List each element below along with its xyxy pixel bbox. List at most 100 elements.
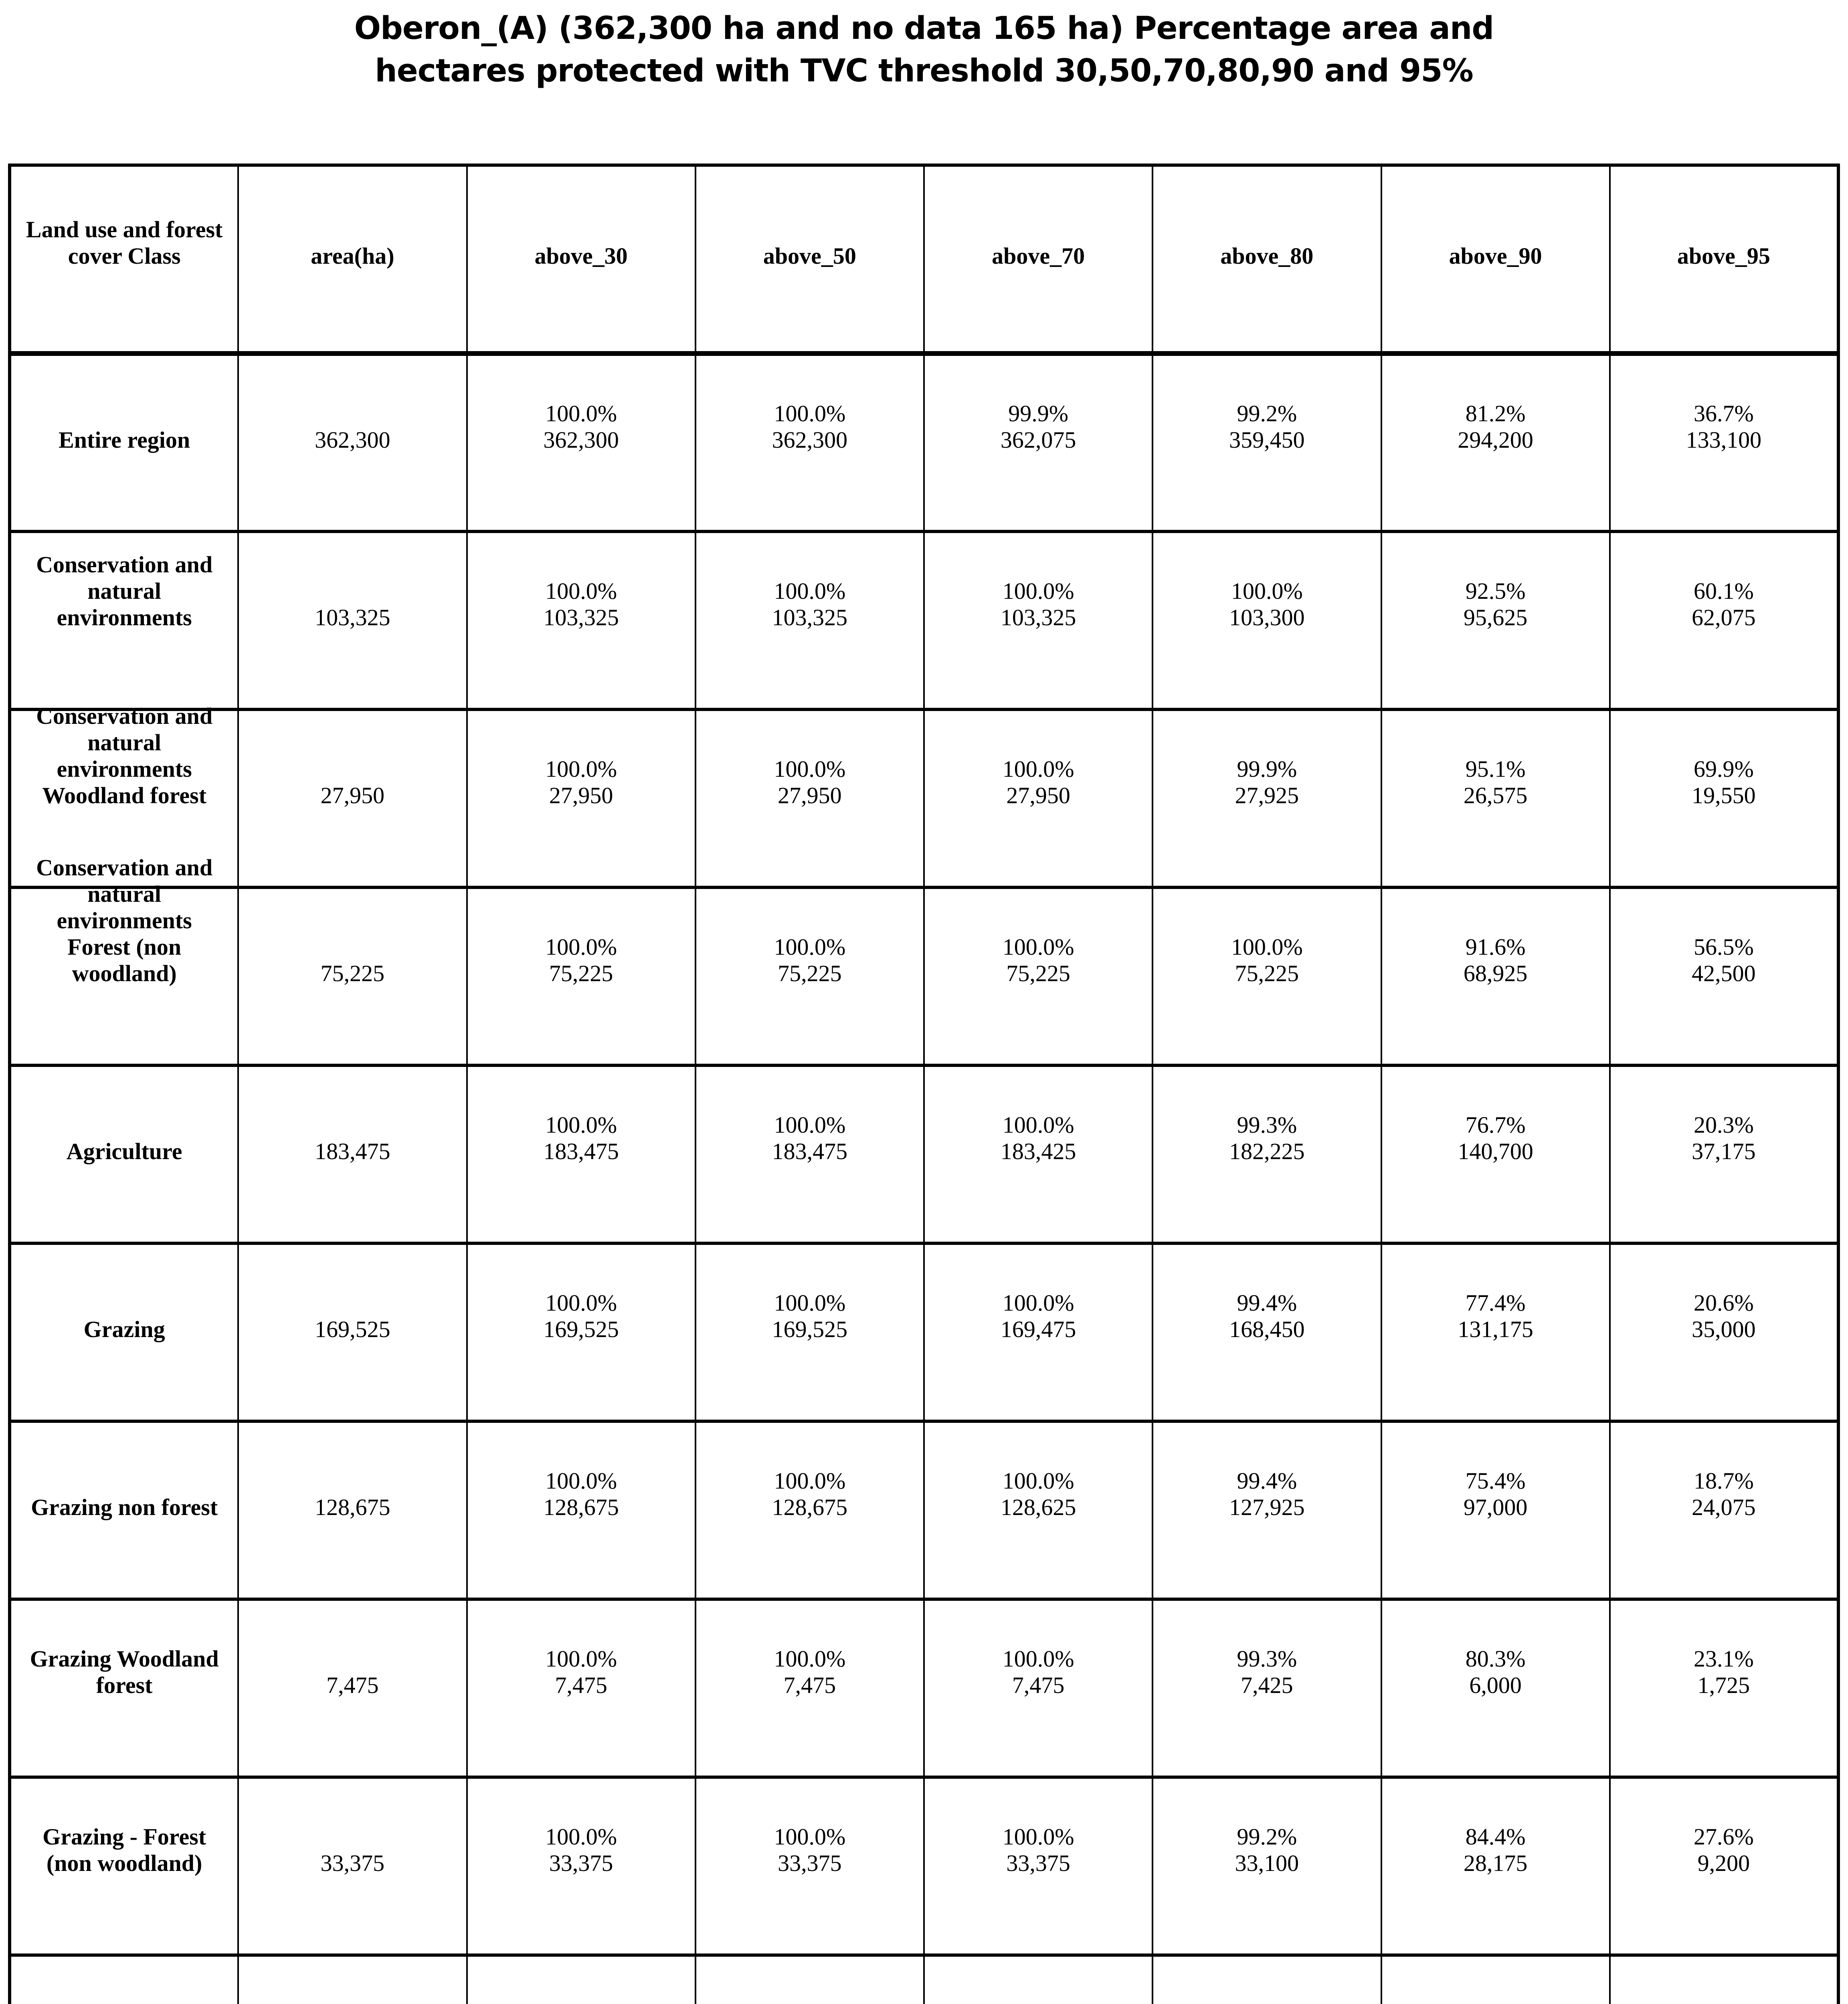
hectares-value: 7,425 [1241,1672,1293,1698]
hectares-value: 42,500 [1692,960,1756,986]
percent-value: 100.0% [774,1112,846,1138]
area-value: 75,225 [320,960,385,986]
hectares-value: 27,950 [1006,782,1070,808]
threshold-cell: 99.3% 7,425 [1152,1598,1382,1779]
percent-value: 92.5% [1465,578,1526,604]
hectares-value: 97,000 [1463,1494,1528,1520]
threshold-cell: 100.0% 169,525 [466,1242,696,1423]
threshold-cell: 18.7% 24,075 [1609,1420,1840,1601]
threshold-cell: 98.9%13,750 [1152,1953,1382,2004]
row-label-cell: Cropping [8,1953,239,2004]
percent-value: 99.9% [1008,400,1069,426]
area-value: 128,675 [315,1494,390,1520]
hectares-value: 169,525 [772,1316,848,1342]
table-row: Grazing 169,525 100.0% 169,525 100.0% 169,525… [8,1242,1840,1423]
hectares-value: 37,175 [1692,1138,1756,1164]
percent-value: 100.0% [545,756,617,782]
hectares-value: 24,075 [1692,1494,1756,1520]
row-label-cell: Conservation and natural environments Fo… [8,855,239,1067]
percent-value: 100.0% [774,756,846,782]
threshold-cell: 15.6%2,175 [1609,1953,1840,2004]
threshold-cell: 81.2% 294,200 [1380,352,1611,533]
row-label: Entire region [59,427,190,453]
threshold-cell: 99.3% 182,225 [1152,1064,1382,1245]
percent-value: 100.0% [1231,578,1303,604]
threshold-cell: 99.4% 127,925 [1152,1420,1382,1601]
col-header-class: Land use and forest cover Class [8,164,239,356]
threshold-cell: 100.0% 7,475 [694,1598,925,1779]
hectares-value: 75,225 [549,960,613,986]
area-value: 169,525 [315,1316,390,1342]
percent-value: 100.0% [774,1824,846,1850]
threshold-cell: 75.4% 97,000 [1380,1420,1611,1601]
hectares-value: 169,475 [1000,1316,1076,1342]
percent-value: 100.0% [545,1824,617,1850]
threshold-cell: 99.4% 168,450 [1152,1242,1382,1423]
percent-value: 99.2% [1237,1824,1297,1850]
percent-value: 95.1% [1465,756,1526,782]
row-label-cell: Conservation and natural environments Wo… [8,703,239,889]
threshold-cell: 100.0% 75,225 [466,886,696,1067]
table-header: Land use and forest cover Class area(ha)… [8,164,1840,356]
row-label: Grazing non forest [31,1494,218,1520]
percent-value: 36.7% [1693,400,1754,426]
threshold-cell: 27.6% 9,200 [1609,1776,1840,1957]
area-cell: 75,225 [237,886,468,1067]
area-cell: 183,475 [237,1064,468,1245]
hectares-value: 128,675 [543,1494,619,1520]
hectares-value: 362,300 [772,427,848,453]
percent-value: 100.0% [774,1290,846,1316]
percent-value: 76.7% [1465,1112,1526,1138]
table-row: Agriculture 183,475 100.0% 183,475 100.0% 183… [8,1064,1840,1245]
col-header-label: Land use and forest cover Class [26,216,223,269]
threshold-cell: 100.0% 128,625 [923,1420,1154,1601]
col-header-above-80: above_80 [1152,164,1382,356]
threshold-cell: 36.7% 133,100 [1609,352,1840,533]
percent-value: 91.6% [1465,934,1526,960]
threshold-cell: 100.0% 183,475 [694,1064,925,1245]
threshold-cell: 100.0% 75,225 [923,886,1154,1067]
percent-value: 99.3% [1237,1112,1297,1138]
hectares-value: 27,925 [1235,782,1299,808]
percent-value: 99.4% [1237,1290,1297,1316]
threshold-cell: 80.3% 6,000 [1380,1598,1611,1779]
hectares-value: 133,100 [1686,427,1762,453]
page-title-line1: Oberon_(A) (362,300 ha and no data 165 h… [354,10,1494,46]
threshold-cell: 100.0%13,900 [694,1953,925,2004]
table-row: Grazing Woodland forest 7,475 100.0% 7,475 1… [8,1598,1840,1779]
threshold-cell: 100.0% 169,475 [923,1242,1154,1423]
hectares-value: 19,550 [1692,782,1756,808]
hectares-value: 168,450 [1229,1316,1305,1342]
row-label-cell: Grazing - Forest (non woodland) [8,1776,239,1957]
threshold-cell: 84.4% 28,175 [1380,1776,1611,1957]
threshold-cell: 100.0% 362,300 [466,352,696,533]
percent-value: 100.0% [545,1468,617,1494]
threshold-cell: 99.2% 359,450 [1152,352,1382,533]
area-value: 183,475 [315,1138,390,1164]
row-label: Grazing [83,1316,165,1342]
table-row: Grazing - Forest (non woodland) 33,375 100… [8,1776,1840,1957]
threshold-cell: 100.0% 183,475 [466,1064,696,1245]
percent-value: 100.0% [1002,1468,1074,1494]
page-title-line2: hectares protected with TVC threshold 30… [375,53,1473,89]
hectares-value: 359,450 [1229,427,1305,453]
hectares-value: 1,725 [1697,1672,1750,1698]
threshold-cell: 23.1% 1,725 [1609,1598,1840,1779]
threshold-cell: 100.0% 27,950 [923,708,1154,889]
hectares-value: 9,200 [1697,1850,1750,1876]
percent-value: 84.4% [1465,1824,1526,1850]
hectares-value: 7,475 [783,1672,836,1698]
table-row: Grazing non forest 128,675 100.0% 128,675 10… [8,1420,1840,1601]
threshold-cell: 100.0% 169,525 [694,1242,925,1423]
hectares-value: 128,675 [772,1494,848,1520]
percent-value: 99.9% [1237,756,1297,782]
threshold-cell: 100.0% 33,375 [694,1776,925,1957]
percent-value: 100.0% [1231,934,1303,960]
row-label-cell: Grazing non forest [8,1420,239,1601]
threshold-cell: 20.6% 35,000 [1609,1242,1840,1423]
col-header-above-30: above_30 [466,164,696,356]
threshold-cell: 100.0% 103,325 [923,530,1154,711]
area-cell: 169,525 [237,1242,468,1423]
threshold-cell: 100.0% 103,325 [694,530,925,711]
row-label: Conservation and natural environments [36,552,213,630]
